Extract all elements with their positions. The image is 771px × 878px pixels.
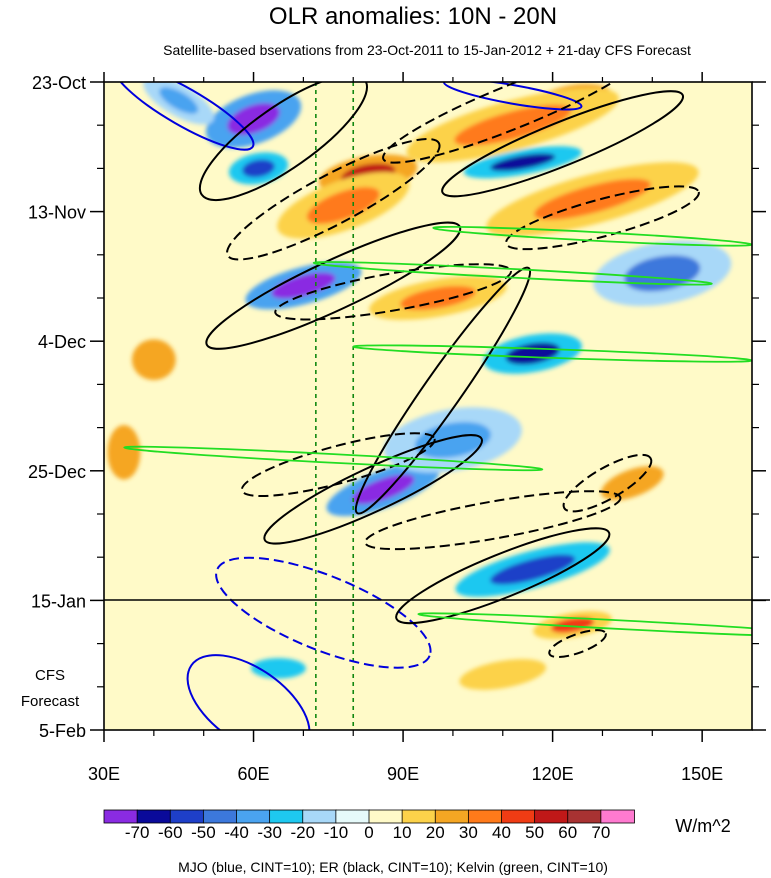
chart-subtitle: Satellite-based bservations from 23-Oct-… bbox=[163, 42, 691, 58]
er-contour-11 bbox=[562, 453, 653, 513]
y-tick-label-4: 15-Jan bbox=[31, 591, 86, 611]
er-contour-5 bbox=[226, 138, 441, 261]
x-tick-label-2: 90E bbox=[387, 764, 419, 784]
olr-anomaly-19-core bbox=[251, 658, 306, 679]
mjo-contour-2 bbox=[113, 82, 255, 151]
colorbar-label-11: 40 bbox=[492, 823, 511, 842]
colorbar-swatch-3 bbox=[202, 809, 238, 824]
mjo-contour-1 bbox=[186, 654, 311, 730]
colorbar-label-7: 0 bbox=[364, 823, 373, 842]
olr-anomaly-18-core bbox=[131, 339, 176, 381]
colorbar-label-3: -40 bbox=[224, 823, 249, 842]
colorbar-label-13: 60 bbox=[558, 823, 577, 842]
olr-anomaly-2-core bbox=[159, 87, 199, 114]
colorbar-label-14: 70 bbox=[591, 823, 610, 842]
er-contour-8 bbox=[274, 263, 512, 321]
colorbar-swatch-8 bbox=[368, 809, 404, 824]
olr-anomaly-16-core bbox=[624, 255, 701, 292]
colorbar-swatch-11 bbox=[467, 809, 503, 824]
plot-area bbox=[104, 82, 752, 730]
colorbar-swatch-2 bbox=[169, 809, 205, 824]
colorbar-label-4: -30 bbox=[257, 823, 282, 842]
kelvin-contour-3 bbox=[123, 445, 544, 472]
mjo-contour-0 bbox=[215, 556, 432, 669]
colorbar-label-10: 30 bbox=[459, 823, 478, 842]
x-tick-label-1: 60E bbox=[238, 764, 270, 784]
y-tick-label-5: 5-Feb bbox=[39, 721, 86, 741]
colorbar-label-1: -60 bbox=[158, 823, 183, 842]
colorbar-swatch-1 bbox=[136, 809, 172, 824]
er-contour-12 bbox=[548, 629, 607, 659]
colorbar-swatch-13 bbox=[534, 809, 569, 824]
kelvin-contour-1 bbox=[312, 261, 713, 286]
colorbar-unit: W/m^2 bbox=[675, 816, 730, 836]
olr-anomaly-14-core bbox=[550, 617, 595, 633]
colorbar-swatch-9 bbox=[401, 809, 437, 824]
axes: 30E 60E 90E 120E 150E 23-Oct 13-Nov 4-Dec 25-Dec… bbox=[28, 72, 766, 784]
x-tick-label-4: 150E bbox=[681, 764, 723, 784]
er-contour-0 bbox=[198, 82, 369, 202]
forecast-label-line1: CFS bbox=[35, 667, 65, 684]
olr-anomaly-field bbox=[107, 82, 732, 690]
er-contour-7 bbox=[505, 185, 700, 251]
colorbar: -70 -60 -50 -40 -30 -20 -10 0 10 20 30 40 50 60 70 bbox=[103, 809, 635, 842]
colorbar-label-2: -50 bbox=[191, 823, 216, 842]
colorbar-label-0: -70 bbox=[125, 823, 150, 842]
olr-anomaly-4-core bbox=[490, 153, 556, 172]
er-contour-2 bbox=[263, 434, 483, 545]
kelvin-contour-4 bbox=[417, 612, 752, 638]
colorbar-swatch-10 bbox=[434, 809, 470, 824]
er-contour-6 bbox=[382, 82, 644, 164]
olr-anomaly-1-core bbox=[242, 159, 275, 178]
colorbar-swatch-5 bbox=[269, 809, 304, 824]
plot-frame bbox=[103, 81, 753, 731]
olr-anomaly-15-core bbox=[601, 466, 664, 501]
colorbar-swatch-6 bbox=[302, 809, 337, 824]
colorbar-swatch-12 bbox=[501, 809, 536, 824]
y-tick-label-1: 13-Nov bbox=[28, 203, 86, 223]
er-contour-10 bbox=[364, 490, 622, 551]
olr-anomaly-10-core bbox=[400, 285, 476, 311]
er-contour-9 bbox=[240, 432, 436, 498]
olr-anomaly-20-core bbox=[459, 659, 547, 690]
colorbar-swatch-7 bbox=[335, 809, 370, 824]
olr-anomaly-21-core bbox=[107, 425, 141, 480]
y-tick-label-3: 25-Dec bbox=[28, 462, 86, 482]
olr-anomaly-17-core bbox=[415, 421, 491, 458]
olr-anomaly-13-core bbox=[490, 554, 576, 585]
colorbar-label-8: 10 bbox=[393, 823, 412, 842]
chart-title: OLR anomalies: 10N - 20N bbox=[269, 3, 557, 30]
x-tick-label-3: 120E bbox=[532, 764, 574, 784]
colorbar-swatch-0 bbox=[103, 809, 139, 824]
legend-caption: MJO (blue, CINT=10); ER (black, CINT=10)… bbox=[178, 859, 608, 875]
colorbar-label-9: 20 bbox=[426, 823, 445, 842]
colorbar-label-6: -10 bbox=[324, 823, 349, 842]
colorbar-swatch-4 bbox=[236, 809, 271, 824]
forecast-label-line2: Forecast bbox=[21, 693, 80, 710]
y-tick-label-2: 4-Dec bbox=[38, 332, 86, 352]
x-tick-label-0: 30E bbox=[88, 764, 120, 784]
y-tick-label-0: 23-Oct bbox=[32, 73, 86, 93]
er-contour-4 bbox=[441, 90, 685, 198]
er-contour-13 bbox=[354, 266, 532, 515]
reference-lines bbox=[315, 82, 355, 730]
olr-anomaly-8-core bbox=[454, 104, 572, 146]
colorbar-swatch-14 bbox=[567, 809, 602, 824]
colorbar-swatch-15 bbox=[600, 809, 635, 824]
olr-anomaly-12-core bbox=[352, 474, 415, 505]
olr-anomaly-3-core bbox=[271, 272, 336, 299]
er-contour-3 bbox=[395, 527, 611, 625]
olr-anomaly-7-core bbox=[306, 187, 380, 224]
colorbar-label-5: -20 bbox=[290, 823, 315, 842]
colorbar-label-12: 50 bbox=[525, 823, 544, 842]
